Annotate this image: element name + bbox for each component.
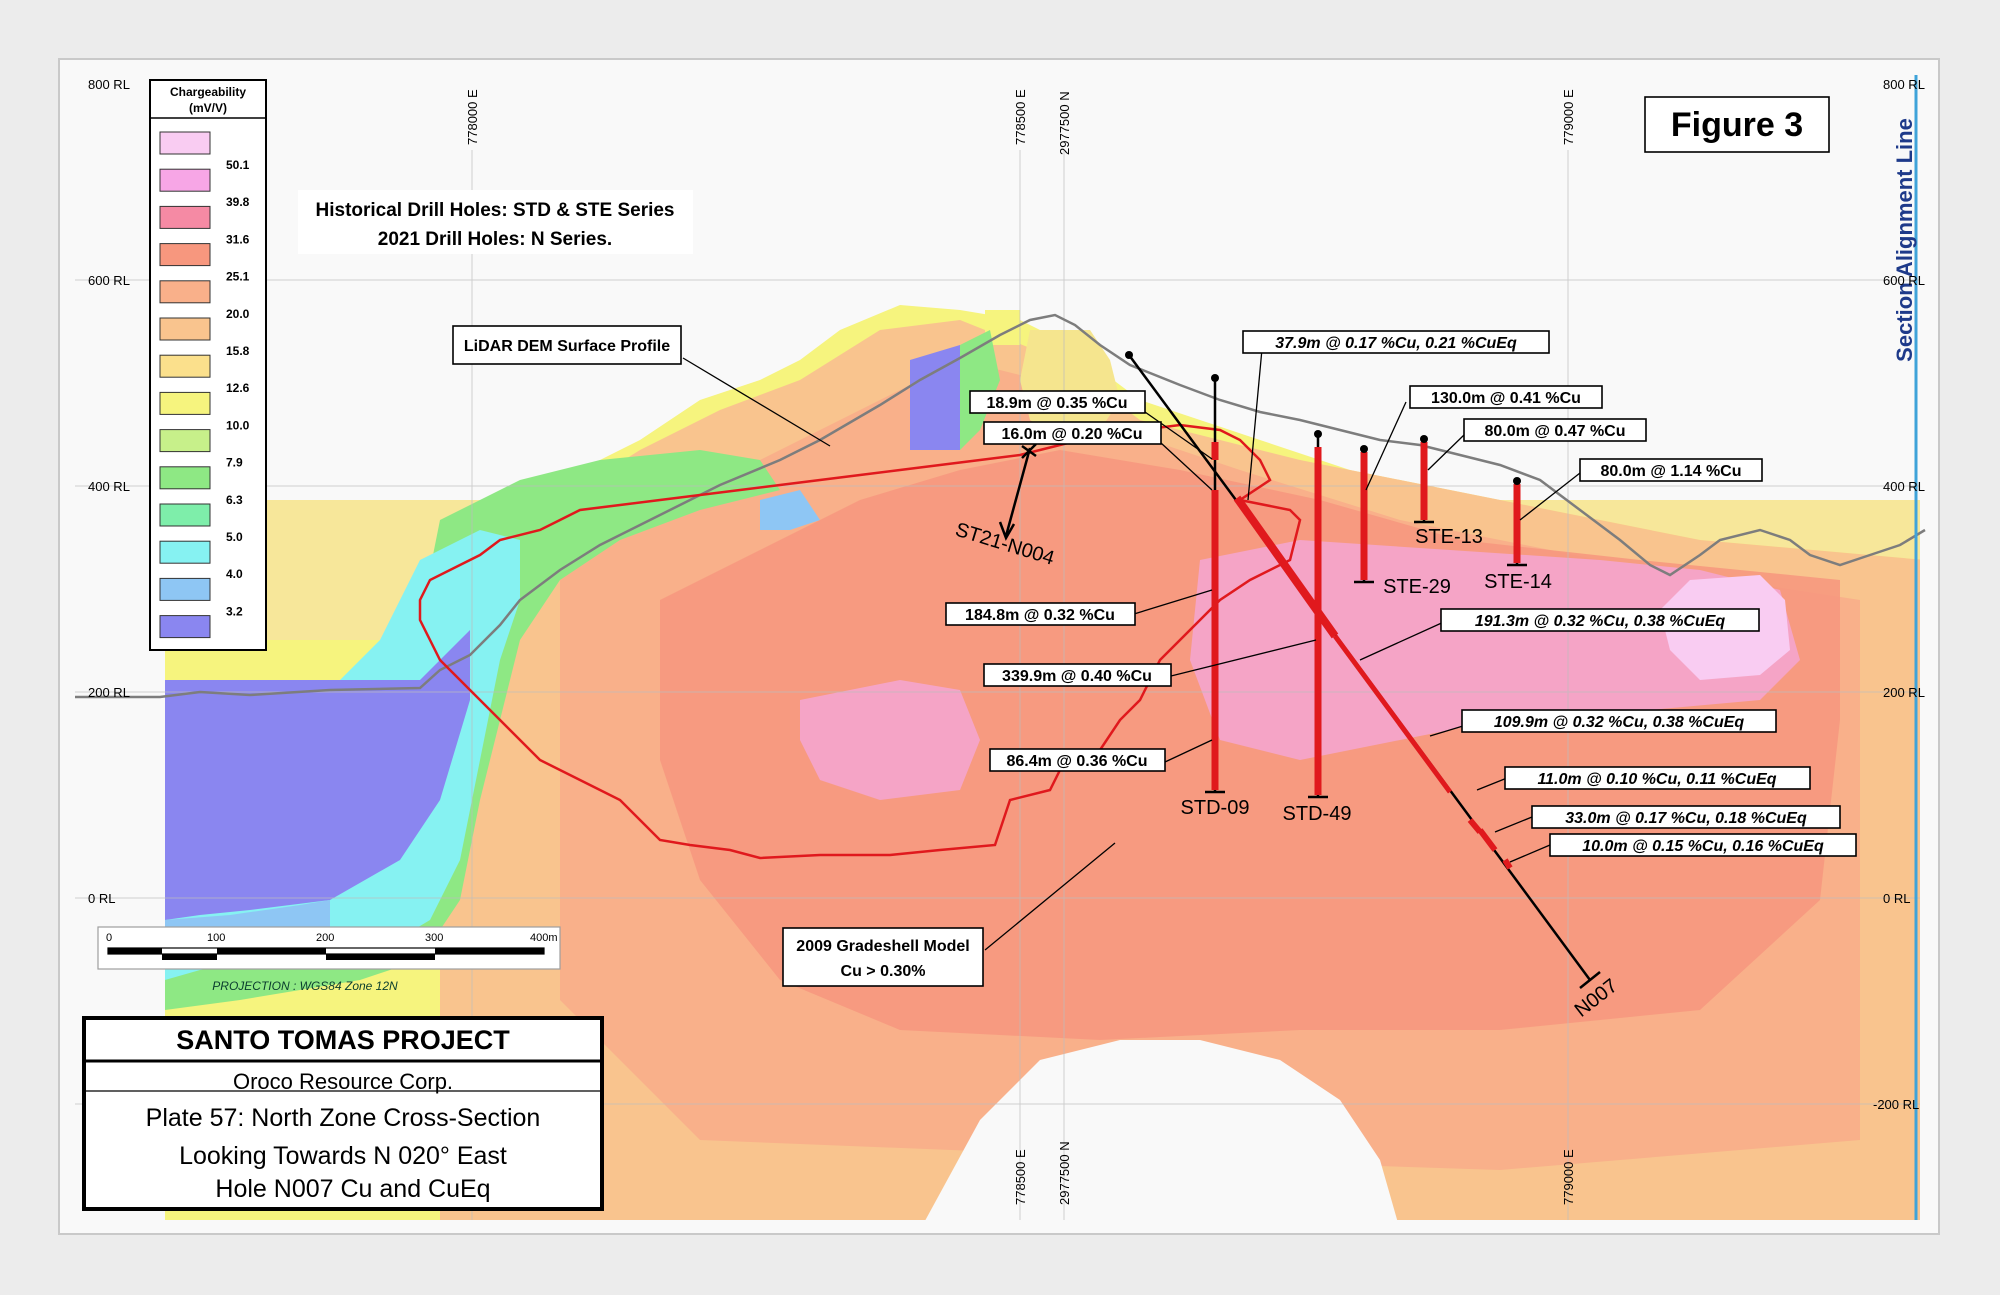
svg-text:400m: 400m	[530, 932, 558, 944]
scale-bar: 0 100 200 300 400m PROJECTION : WGS84 Zo…	[97, 926, 561, 993]
svg-text:200 RL: 200 RL	[88, 685, 130, 700]
svg-text:778500 E: 778500 E	[1013, 89, 1028, 145]
intercept-label: 33.0m @ 0.17 %Cu, 0.18 %CuEq	[1565, 810, 1807, 827]
legend-value: 50.1	[226, 158, 250, 172]
gradeshell-callout-line1: 2009 Gradeshell Model	[796, 938, 969, 955]
hole-label: STE-13	[1415, 526, 1483, 548]
svg-text:200: 200	[316, 932, 334, 944]
figure-label: Figure 3	[1671, 106, 1803, 144]
header-note-line2: 2021 Drill Holes: N Series.	[378, 229, 612, 250]
svg-text:779000 E: 779000 E	[1561, 89, 1576, 145]
terrain-profile	[75, 313, 1926, 699]
company-name: Oroco Resource Corp.	[233, 1069, 453, 1094]
legend-swatch	[159, 205, 211, 229]
gradeshell-callout-box	[782, 927, 984, 987]
intercept-label: 16.0m @ 0.20 %Cu	[1002, 426, 1143, 443]
legend-value: 20.0	[226, 307, 250, 321]
title-block: SANTO TOMAS PROJECT Oroco Resource Corp.…	[82, 1016, 604, 1211]
legend-value: 4.0	[226, 567, 243, 581]
svg-text:600 RL: 600 RL	[1883, 273, 1925, 288]
gradeshell-callout-line2: Cu > 0.30%	[841, 963, 926, 980]
legend-value: 39.8	[226, 195, 250, 209]
svg-text:2977500 N: 2977500 N	[1057, 91, 1072, 155]
legend-subtitle: (mV/V)	[189, 101, 227, 115]
hole-label: STE-14	[1484, 571, 1552, 593]
plate-title: Plate 57: North Zone Cross-Section	[146, 1104, 541, 1132]
intercept-label: 80.0m @ 0.47 %Cu	[1485, 423, 1626, 440]
hole-description: Hole N007 Cu and CuEq	[215, 1175, 490, 1203]
legend-value: 7.9	[226, 456, 243, 470]
svg-text:-200 RL: -200 RL	[1873, 1097, 1919, 1112]
svg-text:600 RL: 600 RL	[88, 273, 130, 288]
svg-text:400 RL: 400 RL	[1883, 479, 1925, 494]
svg-text:779000 E: 779000 E	[1561, 1149, 1576, 1205]
svg-text:100: 100	[207, 932, 225, 944]
intercept-label: 184.8m @ 0.32 %Cu	[965, 607, 1115, 624]
svg-text:200 RL: 200 RL	[1883, 685, 1925, 700]
svg-text:800 RL: 800 RL	[88, 77, 130, 92]
svg-text:778500 E: 778500 E	[1013, 1149, 1028, 1205]
legend-swatch	[159, 615, 211, 639]
legend-swatch	[159, 280, 211, 304]
projection-note: PROJECTION : WGS84 Zone 12N	[212, 979, 398, 993]
svg-text:0 RL: 0 RL	[1883, 891, 1910, 906]
legend-swatch	[159, 503, 211, 527]
leader-lines	[682, 348, 1581, 951]
drill-holes	[998, 351, 1601, 989]
intercept-label: 191.3m @ 0.32 %Cu, 0.38 %CuEq	[1475, 613, 1726, 630]
figure-label-box	[1644, 96, 1830, 153]
svg-text:0 RL: 0 RL	[88, 891, 115, 906]
elevation-labels: 800 RL 600 RL 400 RL 200 RL 0 RL 800 RL …	[88, 77, 1925, 1112]
svg-text:0: 0	[106, 932, 112, 944]
legend-title: Chargeability	[170, 85, 246, 99]
legend-swatch	[159, 243, 211, 267]
svg-text:300: 300	[425, 932, 443, 944]
legend-value: 6.3	[226, 493, 243, 507]
legend-swatch	[159, 429, 211, 453]
intercept-label: 130.0m @ 0.41 %Cu	[1431, 390, 1581, 407]
hole-label: STD-49	[1283, 803, 1352, 825]
intercept-label: 37.9m @ 0.17 %Cu, 0.21 %CuEq	[1275, 335, 1517, 352]
svg-text:778000 E: 778000 E	[465, 89, 480, 145]
legend-swatch	[159, 391, 211, 415]
intercept-label: 10.0m @ 0.15 %Cu, 0.16 %CuEq	[1582, 838, 1824, 855]
header-note-line1: Historical Drill Holes: STD & STE Series	[316, 200, 675, 221]
grid-lines	[75, 150, 1920, 1220]
svg-text:800 RL: 800 RL	[1883, 77, 1925, 92]
intercept-label: 86.4m @ 0.36 %Cu	[1007, 753, 1148, 770]
intercept-label: 339.9m @ 0.40 %Cu	[1002, 668, 1152, 685]
intercept-label: 11.0m @ 0.10 %Cu, 0.11 %CuEq	[1537, 771, 1776, 788]
project-title: SANTO TOMAS PROJECT	[176, 1025, 510, 1055]
legend-swatch	[159, 540, 211, 564]
legend-swatch	[159, 466, 211, 490]
legend-value: 3.2	[226, 604, 243, 618]
looking-direction: Looking Towards N 020° East	[179, 1142, 507, 1170]
grid-labels: 778000 E 778500 E 2977500 N 779000 E 778…	[465, 89, 1576, 1205]
intercept-label: 109.9m @ 0.32 %Cu, 0.38 %CuEq	[1494, 714, 1745, 731]
legend-swatch	[159, 168, 211, 192]
legend-value: 5.0	[226, 530, 243, 544]
intercept-label: 80.0m @ 1.14 %Cu	[1601, 463, 1742, 480]
legend-value: 12.6	[226, 381, 250, 395]
lidar-callout-box	[452, 325, 682, 365]
svg-text:2977500 N: 2977500 N	[1057, 1141, 1072, 1205]
legend-swatch	[159, 577, 211, 601]
legend: Chargeability (mV/V) 50.1 39.8 31.6 25.1 20.…	[149, 79, 267, 651]
header-note-box	[298, 190, 693, 254]
legend-value: 25.1	[226, 270, 250, 284]
legend-swatch	[159, 354, 211, 378]
legend-value: 10.0	[226, 418, 250, 432]
intercept-labels: 37.9m @ 0.17 %Cu, 0.21 %CuEq 18.9m @ 0.3…	[945, 330, 1857, 857]
legend-swatch	[159, 317, 211, 341]
svg-text:400 RL: 400 RL	[88, 479, 130, 494]
lidar-callout: LiDAR DEM Surface Profile	[464, 338, 670, 355]
intercept-label: 18.9m @ 0.35 %Cu	[987, 395, 1128, 412]
legend-swatch	[159, 131, 211, 155]
hole-label: STE-29	[1383, 576, 1451, 598]
legend-value: 31.6	[226, 232, 250, 246]
hole-label: STD-09	[1181, 797, 1250, 819]
legend-value: 15.8	[226, 344, 250, 358]
section-alignment-label: Section Alignment Line	[1892, 118, 1917, 362]
